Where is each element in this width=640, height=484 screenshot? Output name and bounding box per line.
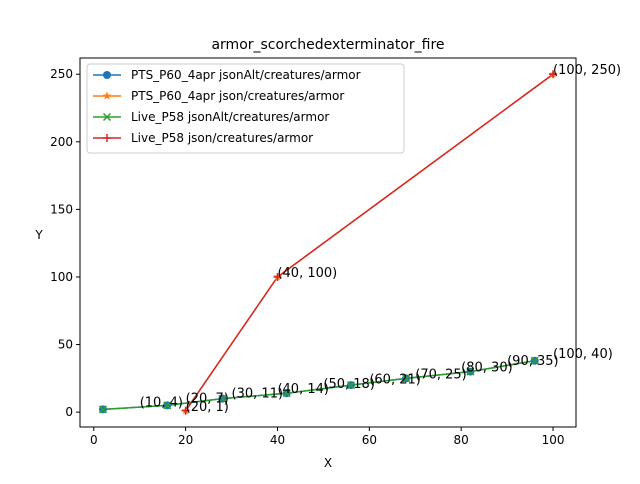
point-annotation: (60, 21) (369, 373, 421, 388)
legend-label: Live_P58 jsonAlt/creatures/armor (131, 110, 329, 124)
x-tick-label: 0 (90, 433, 98, 447)
point-annotation: (20, 1) (186, 400, 229, 415)
legend-swatch-marker (103, 71, 111, 79)
y-tick-label: 0 (65, 405, 73, 419)
x-tick-label: 80 (454, 433, 469, 447)
legend-label: Live_P58 json/creatures/armor (131, 131, 313, 145)
y-tick-label: 250 (50, 67, 73, 81)
series-3-point (282, 389, 291, 398)
series-4-point (549, 70, 558, 79)
legend: PTS_P60_4apr jsonAlt/creatures/armor PTS_… (86, 63, 405, 154)
legend-box (86, 63, 405, 154)
x-tick-label: 60 (362, 433, 377, 447)
x-tick-label: 40 (270, 433, 285, 447)
point-annotation: (30, 11) (232, 386, 283, 401)
point-annotation: (100, 250) (553, 63, 621, 78)
plot-frame (79, 57, 577, 428)
series-3-point (466, 367, 475, 376)
point-annotation: (50, 18) (323, 377, 375, 392)
series-3-point (530, 356, 539, 365)
point-annotation: (80, 30) (461, 361, 513, 376)
legend-label: PTS_P60_4apr json/creatures/armor (131, 89, 344, 103)
x-axis-label: X (324, 456, 332, 470)
series-4-point (181, 406, 190, 415)
point-annotation: (40, 14) (277, 382, 329, 397)
series-3-point (402, 374, 411, 383)
y-tick-label: 200 (50, 135, 73, 149)
legend-swatch-marker (102, 112, 112, 122)
series-3-point (346, 381, 355, 390)
y-tick-label: 50 (58, 338, 73, 352)
legend-swatch-marker (103, 134, 111, 142)
x-tick-label: 20 (178, 433, 193, 447)
y-tick-label: 150 (50, 202, 73, 216)
point-annotation: (100, 40) (553, 347, 613, 362)
series-3-point (163, 401, 172, 410)
series-3-point (98, 405, 107, 414)
chart-title: armor_scorchedexterminator_fire (211, 37, 444, 53)
point-annotation: (10, 4) (140, 396, 183, 411)
y-axis-label: Y (34, 228, 43, 242)
series-4-point (273, 272, 282, 281)
point-annotation: (70, 25) (415, 367, 467, 382)
point-annotation: (20, 7) (186, 392, 229, 407)
legend-label: PTS_P60_4apr jsonAlt/creatures/armor (131, 68, 361, 82)
series-line-3 (102, 360, 535, 411)
point-annotation: (90, 35) (507, 354, 558, 369)
series-3-point (218, 394, 227, 403)
y-tick-label: 100 (50, 270, 73, 284)
legend-swatch-marker (102, 91, 112, 100)
x-tick-label: 100 (542, 433, 565, 447)
point-annotation: (40, 100) (277, 266, 337, 281)
